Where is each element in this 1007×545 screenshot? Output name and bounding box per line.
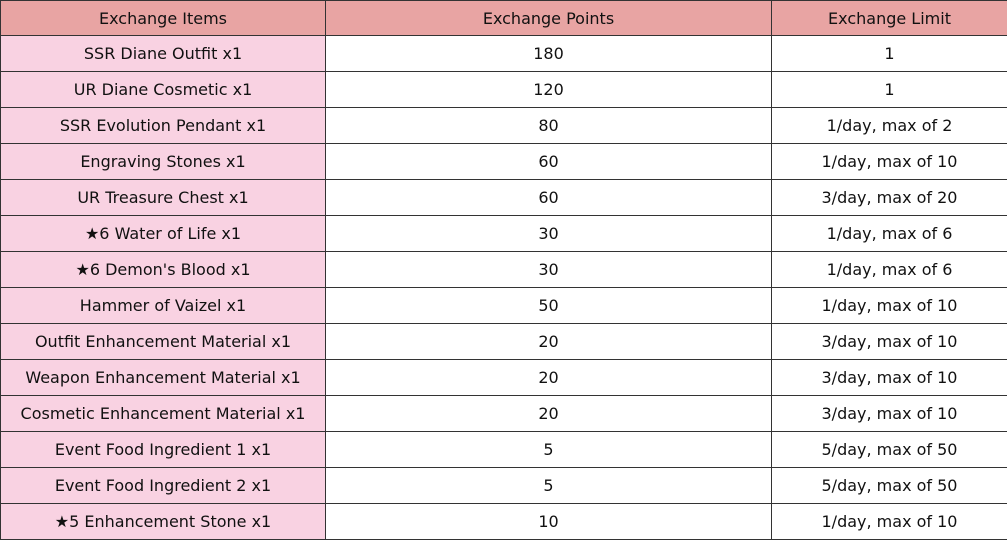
table-row: Event Food Ingredient 2 x1 5 5/day, max …: [0, 467, 1007, 504]
table-row: Outfit Enhancement Material x1 20 3/day,…: [0, 323, 1007, 360]
points-cell: 20: [325, 323, 772, 360]
points-cell: 50: [325, 287, 772, 324]
item-cell: UR Treasure Chest x1: [0, 179, 326, 216]
table-body: SSR Diane Outfit x1 180 1 UR Diane Cosme…: [0, 35, 1007, 540]
limit-cell: 1/day, max of 6: [771, 251, 1007, 288]
item-cell: UR Diane Cosmetic x1: [0, 71, 326, 108]
limit-cell: 3/day, max of 10: [771, 359, 1007, 396]
points-cell: 30: [325, 215, 772, 252]
limit-cell: 1/day, max of 10: [771, 503, 1007, 540]
table-row: ★5 Enhancement Stone x1 10 1/day, max of…: [0, 503, 1007, 540]
item-cell: Engraving Stones x1: [0, 143, 326, 180]
points-cell: 180: [325, 35, 772, 72]
points-cell: 5: [325, 431, 772, 468]
table-row: UR Diane Cosmetic x1 120 1: [0, 71, 1007, 108]
header-row: Exchange Items Exchange Points Exchange …: [0, 0, 1007, 36]
limit-cell: 5/day, max of 50: [771, 431, 1007, 468]
limit-cell: 5/day, max of 50: [771, 467, 1007, 504]
limit-cell: 1/day, max of 10: [771, 287, 1007, 324]
table-row: Engraving Stones x1 60 1/day, max of 10: [0, 143, 1007, 180]
item-cell: Cosmetic Enhancement Material x1: [0, 395, 326, 432]
limit-cell: 1: [771, 35, 1007, 72]
limit-cell: 3/day, max of 20: [771, 179, 1007, 216]
table-row: SSR Evolution Pendant x1 80 1/day, max o…: [0, 107, 1007, 144]
points-cell: 120: [325, 71, 772, 108]
points-cell: 10: [325, 503, 772, 540]
item-cell: SSR Diane Outfit x1: [0, 35, 326, 72]
points-cell: 30: [325, 251, 772, 288]
limit-cell: 1/day, max of 6: [771, 215, 1007, 252]
limit-cell: 1/day, max of 10: [771, 143, 1007, 180]
item-cell: ★5 Enhancement Stone x1: [0, 503, 326, 540]
header-exchange-items: Exchange Items: [0, 0, 326, 36]
item-cell: SSR Evolution Pendant x1: [0, 107, 326, 144]
table-header: Exchange Items Exchange Points Exchange …: [0, 0, 1007, 36]
points-cell: 60: [325, 143, 772, 180]
table-row: SSR Diane Outfit x1 180 1: [0, 35, 1007, 72]
points-cell: 60: [325, 179, 772, 216]
points-cell: 20: [325, 395, 772, 432]
table-row: Cosmetic Enhancement Material x1 20 3/da…: [0, 395, 1007, 432]
item-cell: ★6 Water of Life x1: [0, 215, 326, 252]
item-cell: ★6 Demon's Blood x1: [0, 251, 326, 288]
table-row: ★6 Water of Life x1 30 1/day, max of 6: [0, 215, 1007, 252]
limit-cell: 3/day, max of 10: [771, 323, 1007, 360]
item-cell: Outfit Enhancement Material x1: [0, 323, 326, 360]
table-row: Event Food Ingredient 1 x1 5 5/day, max …: [0, 431, 1007, 468]
header-exchange-points: Exchange Points: [325, 0, 772, 36]
table-row: ★6 Demon's Blood x1 30 1/day, max of 6: [0, 251, 1007, 288]
header-exchange-limit: Exchange Limit: [771, 0, 1007, 36]
points-cell: 20: [325, 359, 772, 396]
item-cell: Hammer of Vaizel x1: [0, 287, 326, 324]
table-row: Weapon Enhancement Material x1 20 3/day,…: [0, 359, 1007, 396]
limit-cell: 3/day, max of 10: [771, 395, 1007, 432]
points-cell: 80: [325, 107, 772, 144]
table-row: Hammer of Vaizel x1 50 1/day, max of 10: [0, 287, 1007, 324]
limit-cell: 1: [771, 71, 1007, 108]
item-cell: Event Food Ingredient 1 x1: [0, 431, 326, 468]
points-cell: 5: [325, 467, 772, 504]
item-cell: Weapon Enhancement Material x1: [0, 359, 326, 396]
item-cell: Event Food Ingredient 2 x1: [0, 467, 326, 504]
table-row: UR Treasure Chest x1 60 3/day, max of 20: [0, 179, 1007, 216]
limit-cell: 1/day, max of 2: [771, 107, 1007, 144]
